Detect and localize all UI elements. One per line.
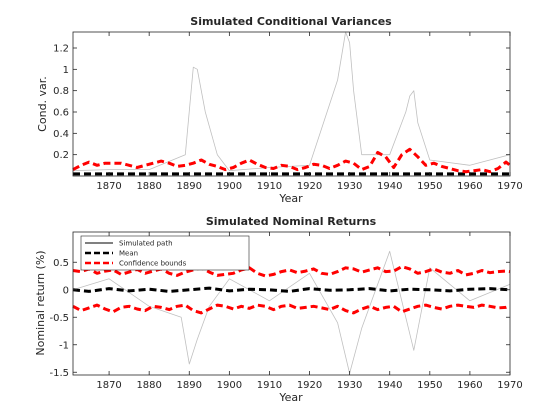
series-line-mean <box>72 286 511 293</box>
chart-title: Simulated Nominal Returns <box>206 215 377 228</box>
y-tick-label: 0.4 <box>53 129 69 140</box>
y-tick-label: 0.5 <box>53 258 69 269</box>
axes-box <box>72 231 511 376</box>
legend: Simulated path Mean Confidence bounds <box>80 235 250 271</box>
x-axis-ticks: 1870 1880 1890 1900 1910 1920 1930 1940 1950 1960… <box>96 232 523 391</box>
legend-label-mean: Mean <box>119 250 138 258</box>
x-axis-ticks: 1870 1880 1890 1900 1910 1920 1930 1940 1950 1960… <box>96 32 523 192</box>
x-tick-label: 1950 <box>417 181 442 192</box>
conditional-variance-panel: Simulated Conditional Variances 1870 1880… <box>36 15 523 205</box>
legend-label-simulated-path: Simulated path <box>119 240 173 248</box>
x-tick-label: 1870 <box>96 181 121 192</box>
x-tick-label: 1920 <box>297 181 322 192</box>
x-tick-label: 1960 <box>457 181 482 192</box>
x-tick-label: 1890 <box>177 181 202 192</box>
x-tick-label: 1930 <box>337 380 362 391</box>
y-tick-label: 1 <box>63 65 69 76</box>
x-tick-label: 1910 <box>257 380 282 391</box>
x-tick-label: 1880 <box>136 181 161 192</box>
y-tick-label: -1.5 <box>49 368 69 379</box>
x-tick-label: 1970 <box>497 380 522 391</box>
x-tick-label: 1950 <box>417 380 442 391</box>
x-tick-label: 1890 <box>177 380 202 391</box>
series-line-simulated-paths <box>72 31 511 172</box>
x-axis-label: Year <box>278 192 303 205</box>
y-tick-label: -1 <box>59 340 69 351</box>
series-line-confidence-bounds <box>72 265 511 278</box>
series-layer <box>72 31 511 176</box>
x-tick-label: 1970 <box>497 181 522 192</box>
series-line-confidence-bound <box>72 147 511 174</box>
x-tick-label: 1900 <box>217 181 242 192</box>
x-tick-label: 1940 <box>377 380 402 391</box>
x-tick-label: 1880 <box>136 380 161 391</box>
series-line-simulated-path <box>72 250 511 374</box>
nominal-returns-panel: Simulated Nominal Returns 1870 1880 1890 19… <box>34 215 523 404</box>
y-axis-ticks: -1.5 -1 -0.5 0 0.5 <box>49 258 510 379</box>
y-tick-label: 0 <box>63 285 69 296</box>
y-axis-ticks: 0.2 0.4 0.6 0.8 1 1.2 <box>53 44 510 161</box>
x-axis-label: Year <box>278 391 303 404</box>
y-axis-label: Nominal return (%) <box>34 250 47 355</box>
chart-title: Simulated Conditional Variances <box>190 15 392 28</box>
x-tick-label: 1870 <box>96 380 121 391</box>
x-tick-label: 1930 <box>337 181 362 192</box>
y-tick-label: 0.8 <box>53 86 69 97</box>
y-tick-label: 0.2 <box>53 150 69 161</box>
series-layer <box>72 250 511 374</box>
legend-label-confidence-bounds: Confidence bounds <box>119 260 187 268</box>
series-line-confidence-bounds <box>72 303 511 315</box>
plot-area <box>73 32 510 176</box>
x-tick-label: 1900 <box>217 380 242 391</box>
x-tick-label: 1920 <box>297 380 322 391</box>
y-tick-label: -0.5 <box>49 313 69 324</box>
y-axis-label: Cond. var. <box>36 76 49 132</box>
x-tick-label: 1910 <box>257 181 282 192</box>
axes-box <box>72 31 511 177</box>
y-tick-label: 1.2 <box>53 44 69 55</box>
x-tick-label: 1960 <box>457 380 482 391</box>
x-tick-label: 1940 <box>377 181 402 192</box>
y-tick-label: 0.6 <box>53 108 69 119</box>
